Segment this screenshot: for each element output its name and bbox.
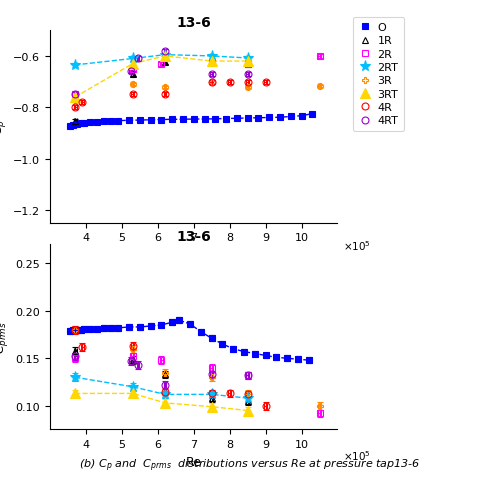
Text: $\times10^5$: $\times10^5$: [343, 239, 371, 252]
Legend: O, 1R, 2R, 2RT, 3R, 3RT, 4R, 4RT: O, 1R, 2R, 2RT, 3R, 3RT, 4R, 4RT: [353, 18, 404, 132]
X-axis label: Re: Re: [186, 249, 202, 262]
Title: 13-6: 13-6: [176, 229, 211, 244]
Text: $\times10^5$: $\times10^5$: [343, 448, 371, 462]
X-axis label: Re: Re: [186, 455, 202, 468]
Y-axis label: $C_p$: $C_p$: [0, 119, 8, 135]
Title: 13-6: 13-6: [176, 16, 211, 30]
Text: (b) $C_p$ and  $C_{prms}$  distributions versus Re at pressure tap13-6: (b) $C_p$ and $C_{prms}$ distributions v…: [79, 456, 421, 473]
Y-axis label: $C_{prms}$: $C_{prms}$: [0, 321, 10, 354]
